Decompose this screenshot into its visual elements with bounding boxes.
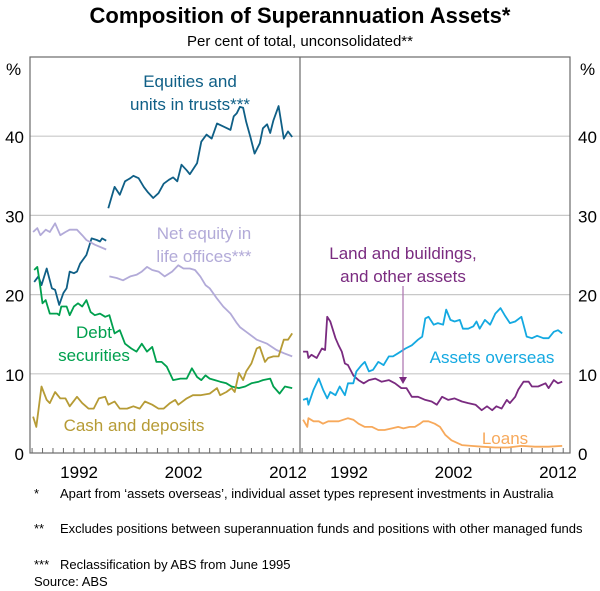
series-label: Equities and — [143, 72, 237, 91]
series-label: Cash and deposits — [64, 416, 205, 435]
y-tick-label-right: 20 — [578, 287, 597, 306]
y-tick-label-right: 0 — [578, 445, 587, 464]
x-tick-label: 1992 — [330, 463, 368, 480]
series-label: units in trusts*** — [130, 95, 250, 114]
chart-subtitle: Per cent of total, unconsolidated** — [187, 33, 413, 50]
series-lines — [32, 105, 563, 449]
x-tick-label: 2002 — [165, 463, 203, 480]
footnote-3: *** Reclassification by ABS from June 199… — [34, 557, 590, 573]
series-label: Loans — [482, 429, 528, 448]
footnote-mark: *** — [34, 557, 50, 572]
series-line-equities-and-units-in-trusts — [33, 237, 107, 306]
y-tick-label-left: 10 — [5, 366, 24, 385]
x-tick-label: 1992 — [60, 463, 98, 480]
y-tick-label-left: 20 — [5, 287, 24, 306]
y-tick-label-right: 40 — [578, 128, 597, 147]
axes: 0 0 10 10 20 20 30 30 40 40% % 1992 2002 2012 1992 2002… — [5, 56, 597, 480]
y-tick-label-left: 30 — [5, 207, 24, 226]
footnote-2: ** Excludes positions between superannuat… — [34, 521, 590, 537]
chart-title: Composition of Superannuation Assets* — [90, 3, 511, 28]
annotation-arrow-head — [399, 377, 407, 384]
footnote-text: Apart from ‘assets overseas’, individual… — [60, 486, 554, 501]
footnote-1: * Apart from ‘assets overseas’, individua… — [34, 486, 590, 502]
series-labels: Equities and units in trusts*** Net equity… — [58, 72, 554, 448]
series-label: life offices*** — [156, 247, 252, 266]
series-line-assets-overseas — [302, 307, 563, 406]
series-label: Debt — [76, 323, 112, 342]
series-line-net-equity-in-life-offices — [32, 222, 107, 251]
series-label: securities — [58, 346, 130, 365]
x-tick-label: 2012 — [539, 463, 577, 480]
series-line-loans — [302, 417, 563, 449]
y-tick-label-right: 10 — [578, 366, 597, 385]
series-label: Net equity in — [157, 224, 252, 243]
y-unit-left: % — [6, 60, 21, 79]
series-line-debt-securities — [33, 265, 293, 395]
series-label: and other assets — [340, 267, 466, 286]
series-line-land-and-buildings-and-other-assets — [303, 315, 563, 412]
source-note: Source: ABS — [34, 574, 108, 589]
x-tick-label: 2012 — [269, 463, 307, 480]
footnote-mark: ** — [34, 521, 45, 536]
series-line-equities-and-units-in-trusts — [107, 105, 293, 209]
footnote-text: Reclassification by ABS from June 1995 — [60, 557, 291, 572]
footnote-mark: * — [34, 486, 40, 501]
y-tick-label-left: 0 — [15, 445, 24, 464]
y-unit-right: % — [580, 60, 595, 79]
series-line-cash-and-deposits — [32, 332, 293, 428]
chart: Composition of Superannuation Assets* Pe… — [5, 3, 597, 480]
series-label: Assets overseas — [430, 348, 555, 367]
footnote-text: Excludes positions between superannuatio… — [60, 521, 583, 536]
series-line-net-equity-in-life-offices — [109, 264, 293, 358]
y-tick-label-left: 40 — [5, 128, 24, 147]
x-tick-label: 2002 — [435, 463, 473, 480]
series-label: Land and buildings, — [329, 244, 476, 263]
y-tick-label-right: 30 — [578, 207, 597, 226]
